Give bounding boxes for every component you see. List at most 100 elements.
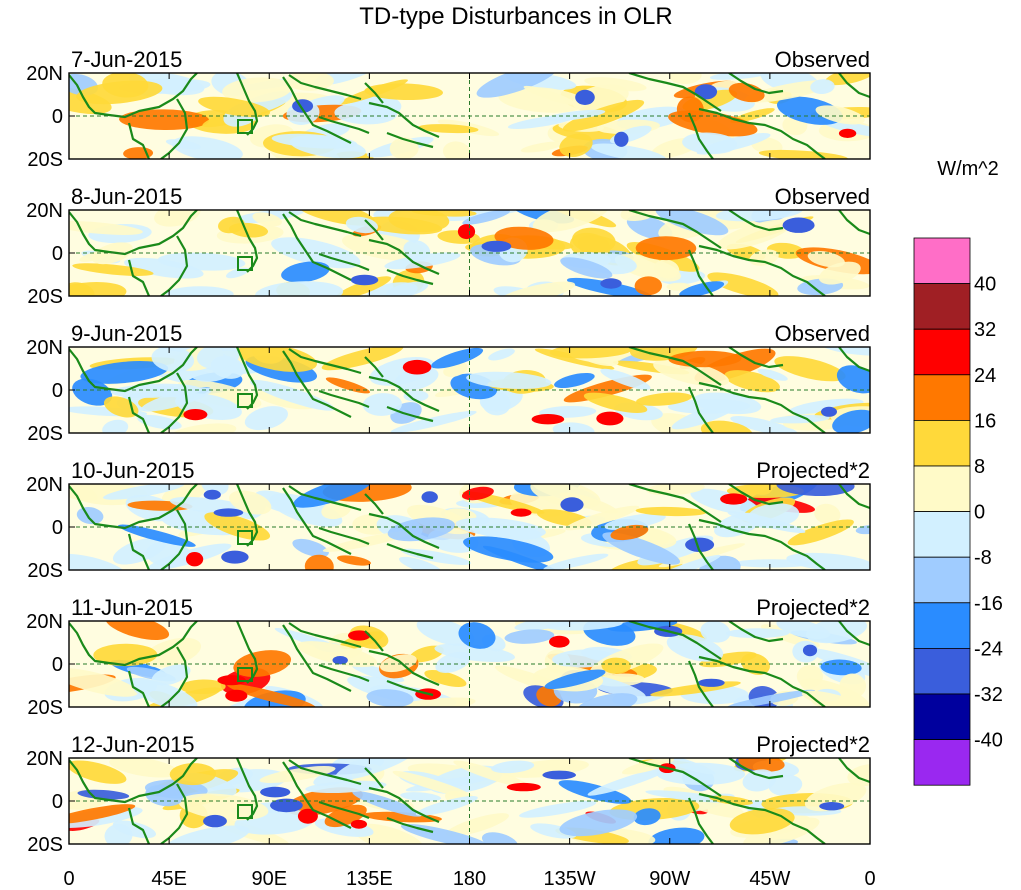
anomaly-core: [203, 814, 227, 828]
anomaly-blob: [233, 650, 292, 678]
anomaly-core: [720, 493, 748, 505]
coastline: [698, 107, 826, 159]
anomaly-blob: [532, 210, 610, 233]
anomaly-blob: [654, 259, 680, 279]
anomaly-blob: [141, 387, 212, 412]
coastline: [318, 252, 370, 272]
coastline: [288, 759, 362, 786]
anomaly-core: [782, 217, 815, 233]
coastline: [698, 655, 826, 707]
anomaly-blob: [325, 377, 370, 394]
latitude-tick-label: 0: [52, 380, 63, 402]
anomaly-blob: [392, 770, 474, 799]
map-panel: 8-Jun-2015 Observed 20N 0 20S: [26, 184, 871, 308]
panel-label: Projected*2: [756, 458, 870, 483]
anomaly-blob: [717, 219, 792, 250]
coastline: [687, 660, 714, 707]
coastline: [282, 76, 352, 144]
latitude-tick-label: 0: [52, 791, 63, 813]
coastline: [838, 347, 870, 373]
anomaly-blob: [805, 621, 868, 644]
anomaly-core: [614, 131, 629, 147]
anomaly-blob: [520, 141, 565, 153]
coastline: [288, 485, 362, 512]
anomaly-blob: [285, 73, 334, 91]
anomaly-blob: [463, 536, 554, 563]
anomaly-blob: [304, 554, 334, 570]
anomaly-blob: [668, 73, 702, 85]
anomaly-blob: [69, 760, 127, 784]
anomaly-blob: [165, 139, 201, 150]
anomaly-core: [270, 798, 303, 813]
coastline: [386, 405, 434, 423]
coastline: [69, 347, 198, 393]
anomaly-blob: [744, 80, 832, 103]
anomaly-blob: [196, 347, 240, 370]
coastline: [728, 484, 784, 506]
anomaly-blob: [715, 210, 803, 222]
anomaly-core: [402, 359, 432, 375]
anomaly-blob: [178, 793, 269, 821]
latitude-tick-label: 20S: [27, 560, 63, 582]
anomaly-blob: [431, 347, 484, 369]
anomaly-core: [350, 819, 367, 829]
coastline: [838, 73, 870, 99]
coastline: [698, 518, 826, 570]
anomaly-core: [297, 808, 318, 824]
anomaly-blob: [76, 507, 104, 525]
region-box: [237, 667, 253, 682]
anomaly-blob: [621, 758, 675, 775]
coastline: [160, 372, 189, 433]
coastline: [288, 348, 362, 375]
colorbar-swatch: [913, 556, 971, 604]
latitude-tick-label: 20N: [26, 63, 63, 85]
anomaly-blob: [498, 281, 576, 296]
anomaly-blob: [105, 621, 170, 641]
anomaly-blob: [757, 368, 788, 381]
anomaly-blob: [610, 524, 649, 541]
anomaly-blob: [335, 758, 419, 780]
coastline: [364, 630, 384, 652]
panel-label: Observed: [775, 184, 870, 209]
coastline: [838, 758, 870, 784]
anomaly-blob: [416, 621, 475, 647]
anomaly-core: [694, 84, 718, 100]
anomaly-blob: [604, 513, 666, 530]
colorbar-swatch: [913, 739, 971, 786]
anomaly-blob: [747, 503, 800, 529]
anomaly-blob: [653, 359, 729, 387]
longitude-tick-label: 90E: [251, 868, 287, 890]
coastline: [838, 621, 870, 647]
anomaly-blob: [600, 368, 651, 390]
longitude-tick-label: 135W: [544, 868, 596, 890]
anomaly-blob: [250, 379, 335, 411]
anomaly-blob: [584, 77, 647, 92]
colorbar-tick-label: 0: [974, 502, 985, 524]
anomaly-blob: [228, 222, 269, 238]
longitude-tick-label: 0: [63, 868, 74, 890]
anomaly-blob: [166, 286, 234, 296]
anomaly-blob: [362, 393, 402, 416]
anomaly-blob: [726, 689, 816, 707]
coastline: [282, 761, 352, 829]
coastline: [368, 512, 440, 550]
anomaly-blob: [466, 371, 552, 389]
anomaly-blob: [222, 77, 292, 103]
anomaly-blob: [804, 782, 867, 812]
anomaly-blob: [109, 758, 179, 778]
colorbar-swatch: [913, 465, 971, 512]
anomaly-blob: [384, 252, 461, 270]
colorbar-tick-label: -8: [974, 547, 992, 569]
colorbar: 40 32 24 16 8 0 -8 -16 -24 -32 -40: [913, 237, 1003, 786]
coastline: [318, 115, 370, 135]
anomaly-blob: [337, 555, 371, 566]
longitude-tick-label: 180: [453, 868, 486, 890]
anomaly-core: [802, 644, 818, 657]
longitude-tick-label: 135E: [346, 868, 393, 890]
anomaly-blob: [700, 621, 731, 643]
region-box: [237, 119, 253, 134]
anomaly-blob: [72, 378, 113, 406]
coastline: [386, 268, 434, 286]
colorbar-swatch: [913, 602, 971, 649]
